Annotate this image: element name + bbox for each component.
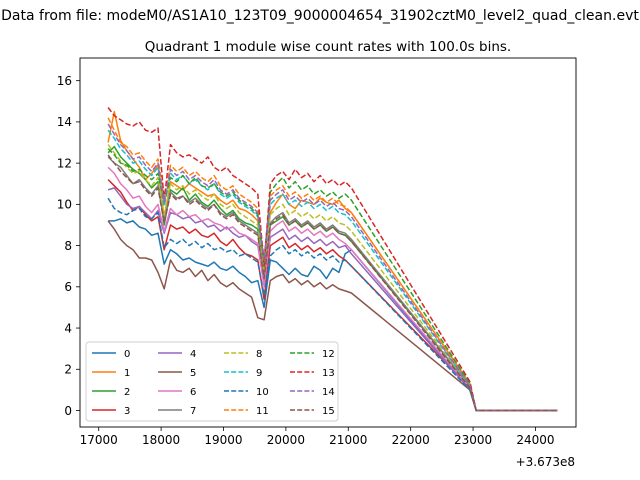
x-tick-label: 19000 [204, 433, 242, 447]
y-tick-label: 0 [64, 404, 72, 418]
legend-label-0: 0 [124, 349, 130, 360]
legend-label-8: 8 [256, 349, 262, 360]
legend-label-15: 15 [322, 406, 335, 417]
series-line-15 [107, 154, 558, 412]
x-tick-label: 17000 [80, 433, 118, 447]
y-tick-label: 6 [64, 280, 72, 294]
legend-box [85, 341, 339, 422]
y-tick-label: 4 [64, 321, 72, 335]
legend-label-13: 13 [322, 368, 335, 379]
legend-label-9: 9 [256, 368, 262, 379]
y-tick-label: 16 [57, 74, 72, 88]
series-layer [107, 107, 558, 412]
legend-label-14: 14 [322, 387, 335, 398]
chart-title: Quadrant 1 module wise count rates with … [145, 39, 511, 55]
legend-label-2: 2 [124, 387, 130, 398]
y-axis: 0 2 4 6 8 10 12 14 16 [57, 74, 80, 418]
y-tick-label: 12 [57, 156, 72, 170]
y-tick-label: 14 [57, 115, 72, 129]
x-tick-label: 22000 [392, 433, 430, 447]
axes-frame [79, 57, 577, 428]
x-tick-label: 20000 [267, 433, 305, 447]
x-tick-label: 21000 [329, 433, 367, 447]
series-line-8 [107, 144, 558, 412]
legend-label-4: 4 [190, 349, 196, 360]
legend-label-6: 6 [190, 387, 196, 398]
legend-label-12: 12 [322, 349, 335, 360]
series-line-14 [107, 123, 558, 412]
y-tick-label: 10 [57, 198, 72, 212]
legend-label-7: 7 [190, 406, 196, 417]
x-offset-label: +3.673e8 [516, 455, 575, 469]
x-tick-label: 23000 [454, 433, 492, 447]
y-tick-label: 8 [64, 239, 72, 253]
legend-label-11: 11 [256, 406, 269, 417]
y-tick-label: 2 [64, 363, 72, 377]
legend-label-10: 10 [256, 387, 269, 398]
x-axis: 17000 18000 19000 20000 21000 22000 23000 24000 [80, 427, 555, 447]
figure-suptitle: Data from file: modeM0/AS1A10_123T09_900… [1, 8, 639, 24]
legend-label-3: 3 [124, 406, 130, 417]
series-line-9 [107, 129, 558, 412]
x-tick-label: 18000 [142, 433, 180, 447]
plot-area: 17000 18000 19000 20000 21000 22000 23000 24000… [57, 57, 577, 469]
legend-label-1: 1 [124, 368, 130, 379]
legend-label-5: 5 [190, 368, 196, 379]
x-tick-label: 24000 [516, 433, 554, 447]
